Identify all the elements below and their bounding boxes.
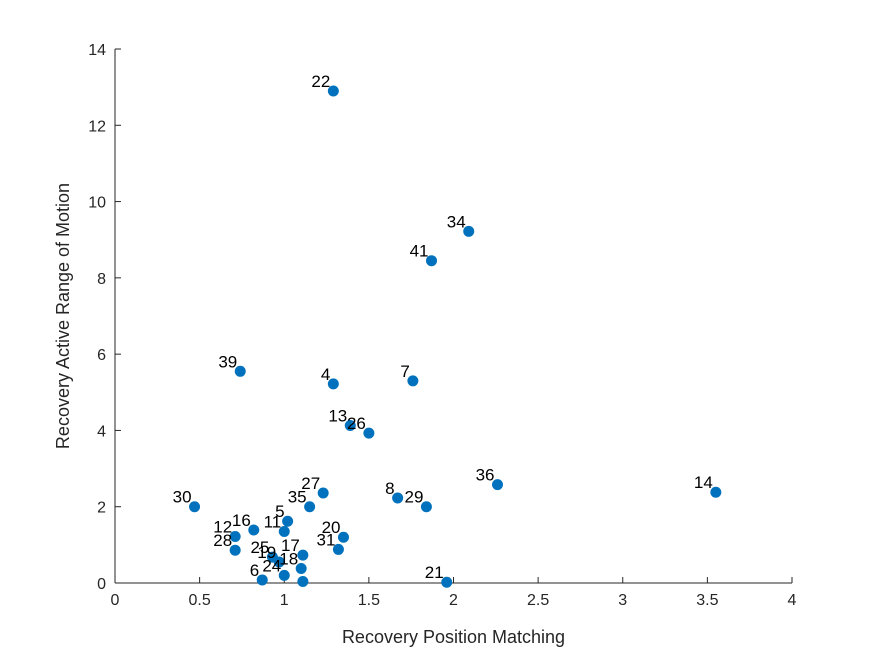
- y-tick-label: 12: [88, 118, 106, 135]
- x-tick-label: 0: [111, 592, 120, 609]
- data-point-label: 6: [250, 561, 259, 580]
- data-point-label: 21: [425, 563, 444, 582]
- data-point: [317, 487, 329, 499]
- data-point-label: 7: [400, 362, 409, 381]
- data-points: [189, 85, 722, 588]
- x-tick-label: 1: [280, 592, 289, 609]
- data-point-label: 36: [476, 466, 495, 485]
- data-point-label: 39: [218, 352, 237, 371]
- data-point: [441, 576, 453, 588]
- y-tick-label: 6: [97, 347, 106, 364]
- data-point-label: 18: [279, 550, 298, 569]
- data-point: [344, 419, 356, 431]
- data-point-label: 41: [410, 242, 429, 261]
- data-point-label: 20: [322, 518, 341, 537]
- y-tick-label: 2: [97, 500, 106, 517]
- y-tick-label: 10: [88, 195, 106, 212]
- x-tick-label: 2: [449, 592, 458, 609]
- data-point: [248, 524, 260, 536]
- data-point: [278, 569, 290, 581]
- data-point: [407, 375, 419, 387]
- y-tick-label: 8: [97, 271, 106, 288]
- data-point-label: 34: [447, 212, 466, 231]
- data-point: [304, 501, 316, 513]
- data-point: [282, 515, 294, 527]
- data-point-label: 12: [213, 517, 232, 536]
- data-point: [327, 378, 339, 390]
- data-point-label: 28: [213, 531, 232, 550]
- data-point: [420, 501, 432, 513]
- data-point: [297, 549, 309, 561]
- x-tick-label: 2.5: [527, 592, 549, 609]
- data-point: [229, 530, 241, 542]
- data-point: [278, 526, 290, 538]
- data-point-label: 13: [328, 406, 347, 425]
- x-tick-label: 1.5: [358, 592, 380, 609]
- x-tick-label: 3: [618, 592, 627, 609]
- data-point-label: 29: [404, 488, 423, 507]
- data-point-label: 27: [301, 474, 320, 493]
- data-point: [392, 492, 404, 504]
- data-point: [492, 479, 504, 491]
- data-point: [234, 365, 246, 377]
- data-point-label: 24: [262, 556, 281, 575]
- y-tick-label: 0: [97, 576, 106, 593]
- y-axis-label: Recovery Active Range of Motion: [53, 183, 73, 449]
- data-point: [273, 556, 285, 568]
- x-axis-label: Recovery Position Matching: [342, 627, 565, 647]
- data-point-label: 14: [694, 473, 713, 492]
- y-tick-label: 14: [88, 42, 106, 59]
- data-point-label: 19: [257, 543, 276, 562]
- data-point: [337, 531, 349, 543]
- data-point: [229, 544, 241, 556]
- data-point: [710, 486, 722, 498]
- data-point-label: 35: [288, 488, 307, 507]
- data-point: [425, 255, 437, 267]
- data-point-label: 30: [173, 488, 192, 507]
- data-point: [332, 543, 344, 555]
- data-point: [297, 575, 309, 587]
- y-tick-label: 4: [97, 423, 106, 440]
- data-point-label: 31: [316, 530, 335, 549]
- x-tick-label: 3.5: [696, 592, 718, 609]
- data-point-label: 22: [311, 72, 330, 91]
- data-point: [295, 563, 307, 575]
- data-point-label: 4: [321, 365, 330, 384]
- data-point: [463, 225, 475, 237]
- data-point-label: 17: [281, 536, 300, 555]
- x-tick-label: 0.5: [189, 592, 211, 609]
- data-point-label: 16: [232, 511, 251, 530]
- data-point-label: 26: [347, 414, 366, 433]
- x-tick-label: 4: [788, 592, 797, 609]
- data-point-label: 5: [275, 502, 284, 521]
- data-point: [363, 427, 375, 439]
- data-point-label: 25: [250, 538, 269, 557]
- data-point-label: 8: [385, 479, 394, 498]
- data-point: [189, 501, 201, 513]
- data-point: [327, 85, 339, 97]
- data-point: [256, 574, 268, 586]
- data-point-label: 11: [264, 513, 282, 532]
